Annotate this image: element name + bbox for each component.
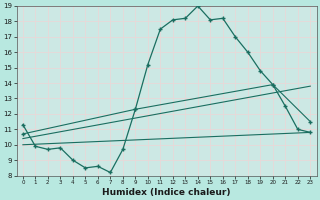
X-axis label: Humidex (Indice chaleur): Humidex (Indice chaleur) bbox=[102, 188, 231, 197]
